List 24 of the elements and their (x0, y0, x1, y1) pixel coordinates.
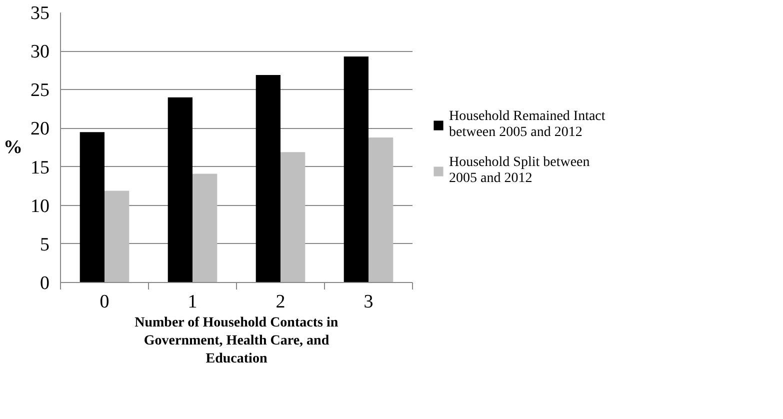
y-tick-label: 15 (30, 157, 50, 178)
bar (344, 56, 368, 282)
legend-label: Household Split between 2005 and 2012 (449, 154, 590, 186)
x-axis-title: Number of Household Contacts in Government, Health Care, and Education (134, 316, 338, 366)
y-tick-label: 10 (30, 196, 50, 217)
y-tick-label: 35 (30, 3, 50, 24)
bar (80, 132, 104, 282)
bar (256, 74, 280, 282)
bar (280, 152, 306, 282)
y-axis-title: % (4, 137, 22, 158)
legend-label: Household Remained Intact between 2005 and 2012 (449, 108, 606, 140)
x-tick-label: 0 (100, 292, 110, 312)
y-tick-label: 0 (40, 273, 50, 294)
bar (104, 190, 130, 282)
x-tick-label: 1 (188, 292, 198, 312)
bar (368, 137, 394, 282)
bar (192, 174, 218, 282)
y-tick-label: 30 (30, 42, 50, 63)
y-tick-label: 5 (40, 234, 50, 256)
y-tick-label: 20 (30, 118, 50, 140)
bar (168, 97, 192, 282)
x-tick-label: 2 (276, 292, 286, 312)
x-tick-label: 3 (364, 292, 374, 312)
y-tick-label: 25 (30, 80, 50, 102)
